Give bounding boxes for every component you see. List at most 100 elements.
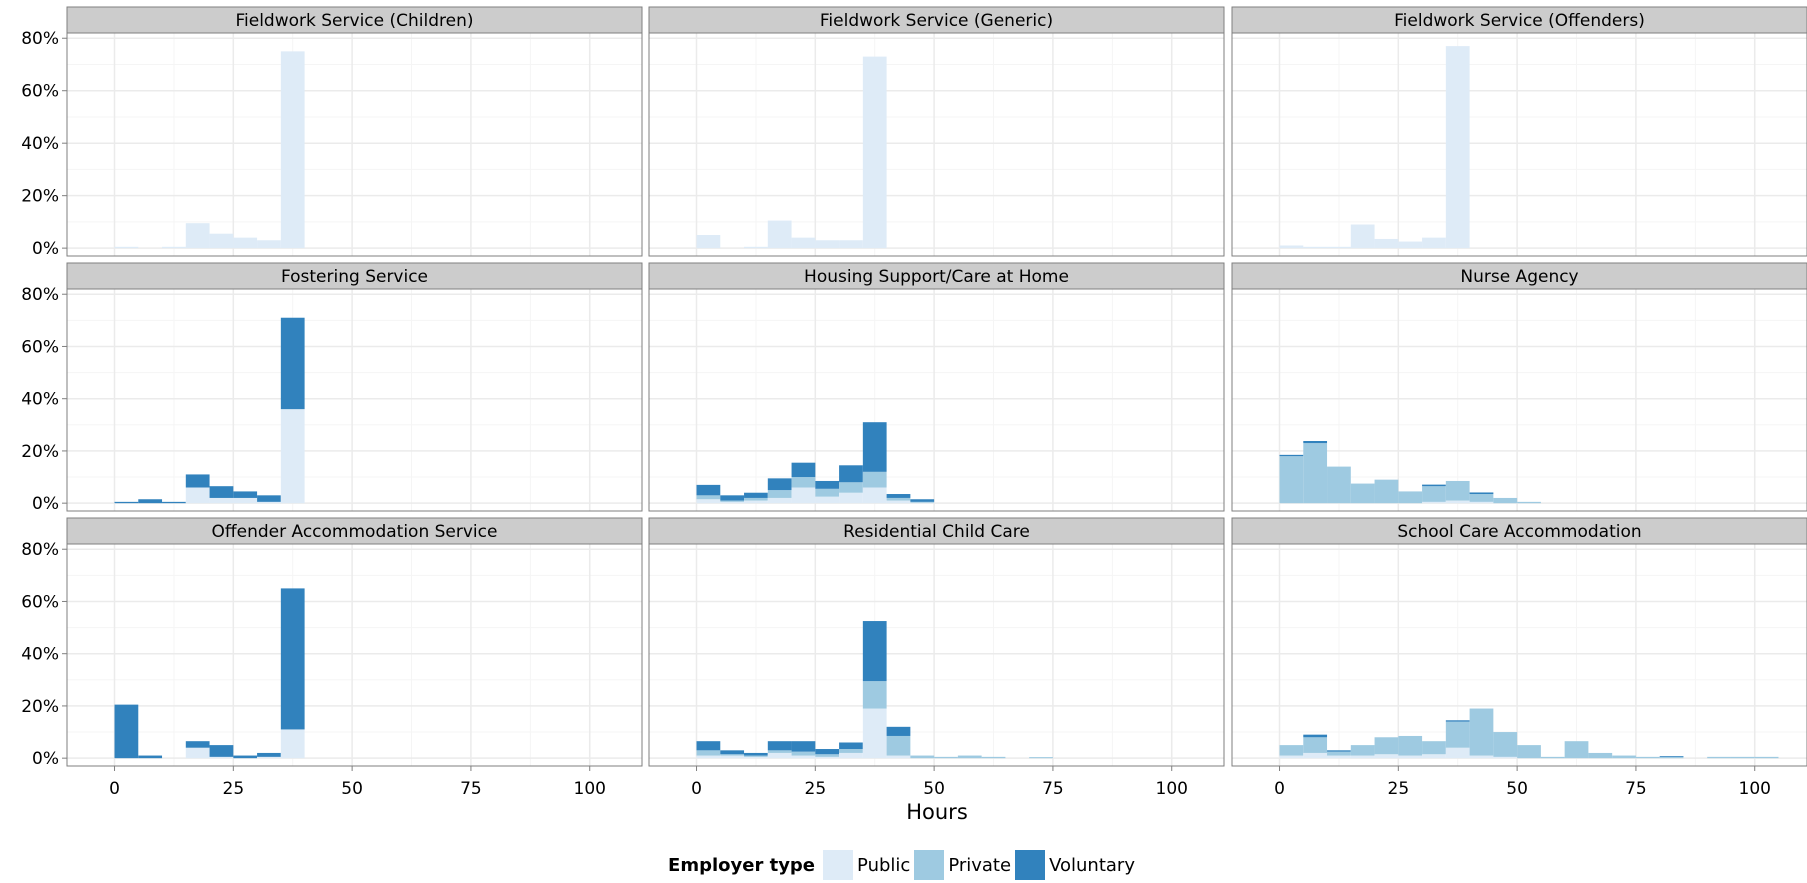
bar-public-residential-child-care-bin20 — [791, 755, 816, 759]
bar-private-nurse-agency-bin25 — [1398, 491, 1423, 504]
bar-voluntary-fostering-service-bin25 — [233, 491, 258, 498]
x-tick-label: 0 — [691, 779, 702, 799]
bar-public-housing-support-care-at-home-bin15 — [767, 497, 792, 504]
bar-public-school-care-accommodation-bin30 — [1422, 754, 1446, 759]
panel-border-school-care-accommodation — [1231, 543, 1807, 767]
x-tick-label: 0 — [1274, 779, 1285, 799]
legend-item-public: Public — [823, 850, 910, 880]
y-tick-label: 80% — [21, 29, 59, 49]
bar-public-school-care-accommodation-bin45 — [1493, 756, 1518, 759]
bar-voluntary-fostering-service-bin20 — [209, 486, 234, 498]
bar-voluntary-fostering-service-bin15 — [185, 474, 210, 488]
facet-title-fieldwork-service-children: Fieldwork Service (Children) — [235, 11, 473, 31]
bar-public-housing-support-care-at-home-bin5 — [720, 501, 745, 504]
panel-border-residential-child-care — [648, 543, 1225, 767]
bar-private-housing-support-care-at-home-bin35 — [862, 471, 887, 488]
bar-public-fieldwork-service-children-bin25 — [233, 237, 258, 249]
bar-voluntary-school-care-accommodation-bin10 — [1327, 750, 1351, 752]
legend-item-voluntary: Voluntary — [1015, 850, 1135, 880]
bar-public-fieldwork-service-offenders-bin20 — [1374, 238, 1399, 249]
facet-strip-fieldwork-service-children — [66, 6, 643, 34]
bar-public-housing-support-care-at-home-bin35 — [862, 487, 887, 504]
bar-public-residential-child-care-bin5 — [720, 755, 745, 759]
facet-title-fieldwork-service-generic: Fieldwork Service (Generic) — [820, 11, 1053, 31]
bar-voluntary-nurse-agency-bin0 — [1279, 454, 1304, 457]
bar-private-residential-child-care-bin45 — [910, 755, 935, 759]
bar-public-fostering-service-bin35 — [280, 409, 305, 504]
bar-public-housing-support-care-at-home-bin30 — [839, 492, 863, 504]
bar-voluntary-residential-child-care-bin20 — [791, 741, 816, 752]
bar-public-residential-child-care-bin30 — [839, 752, 863, 759]
bar-private-residential-child-care-bin25 — [815, 754, 840, 757]
bar-private-school-care-accommodation-bin0 — [1279, 745, 1304, 756]
bar-public-fostering-service-bin25 — [233, 497, 258, 504]
bar-voluntary-residential-child-care-bin35 — [862, 621, 887, 682]
bar-private-school-care-accommodation-bin20 — [1374, 737, 1399, 755]
facet-title-nurse-agency: Nurse Agency — [1460, 267, 1578, 287]
bar-private-housing-support-care-at-home-bin10 — [744, 497, 768, 501]
bar-private-school-care-accommodation-bin40 — [1469, 708, 1494, 756]
y-tick-label: 20% — [21, 187, 59, 207]
bar-voluntary-fostering-service-bin10 — [162, 501, 186, 504]
bar-private-school-care-accommodation-bin95 — [1730, 756, 1755, 759]
facet-strip-school-care-accommodation — [1231, 517, 1807, 545]
bar-public-school-care-accommodation-bin40 — [1469, 755, 1494, 759]
facet-title-fieldwork-service-offenders: Fieldwork Service (Offenders) — [1394, 11, 1645, 31]
bar-private-nurse-agency-bin10 — [1327, 466, 1351, 504]
x-tick-label: 25 — [805, 779, 827, 799]
facet-title-school-care-accommodation: School Care Accommodation — [1397, 522, 1641, 542]
bar-private-school-care-accommodation-bin100 — [1754, 756, 1779, 759]
bar-private-school-care-accommodation-bin30 — [1422, 741, 1446, 755]
bar-private-housing-support-care-at-home-bin5 — [720, 500, 745, 502]
bar-voluntary-housing-support-care-at-home-bin0 — [696, 484, 721, 496]
bar-public-nurse-agency-bin30 — [1422, 501, 1446, 504]
facet-strip-fieldwork-service-generic — [648, 6, 1225, 34]
y-tick-label: 0% — [32, 494, 59, 514]
bar-public-nurse-agency-bin40 — [1469, 501, 1494, 504]
bar-public-fieldwork-service-offenders-bin0 — [1279, 245, 1304, 249]
bar-voluntary-nurse-agency-bin30 — [1422, 484, 1446, 487]
bar-private-housing-support-care-at-home-bin0 — [696, 495, 721, 500]
bar-private-school-care-accommodation-bin55 — [1540, 756, 1565, 759]
y-tick-label: 60% — [21, 592, 59, 612]
bar-public-fieldwork-service-offenders-bin5 — [1303, 246, 1328, 249]
y-tick-label: 80% — [21, 285, 59, 305]
bar-public-housing-support-care-at-home-bin20 — [791, 487, 816, 504]
x-tick-label: 75 — [1625, 779, 1647, 799]
bar-private-housing-support-care-at-home-bin30 — [839, 482, 863, 493]
y-tick-label: 40% — [21, 390, 59, 410]
bar-public-fieldwork-service-generic-bin20 — [791, 237, 816, 249]
bar-public-offender-accommodation-service-bin35 — [280, 729, 305, 759]
bar-private-nurse-agency-bin30 — [1422, 486, 1446, 502]
bar-private-residential-child-care-bin20 — [791, 751, 816, 756]
bar-private-residential-child-care-bin40 — [886, 735, 911, 756]
bar-voluntary-offender-accommodation-service-bin5 — [138, 755, 163, 759]
faceted-histogram: Fieldwork Service (Children) 0% 20% 40% 60% 8… — [21, 6, 1807, 824]
bar-public-school-care-accommodation-bin35 — [1445, 747, 1470, 759]
bar-voluntary-housing-support-care-at-home-bin20 — [791, 462, 816, 478]
y-tick-label: 40% — [21, 134, 59, 154]
legend-swatch-private — [914, 850, 945, 880]
x-axis-title: Hours — [906, 800, 968, 824]
bar-public-school-care-accommodation-bin25 — [1398, 755, 1423, 759]
bar-private-school-care-accommodation-bin35 — [1445, 721, 1470, 748]
bar-private-school-care-accommodation-bin65 — [1588, 752, 1613, 759]
facet-title-offender-accommodation-service: Offender Accommodation Service — [212, 522, 498, 542]
bar-private-residential-child-care-bin10 — [744, 755, 768, 757]
bar-private-residential-child-care-bin15 — [767, 750, 792, 753]
bar-private-housing-support-care-at-home-bin25 — [815, 488, 840, 497]
bar-public-fieldwork-service-generic-bin35 — [862, 56, 887, 249]
bar-voluntary-fostering-service-bin30 — [257, 495, 281, 502]
bar-public-residential-child-care-bin25 — [815, 756, 840, 759]
bar-private-housing-support-care-at-home-bin40 — [886, 497, 911, 501]
bar-voluntary-offender-accommodation-service-bin35 — [280, 588, 305, 730]
bar-public-fostering-service-bin20 — [209, 497, 234, 504]
bar-private-nurse-agency-bin0 — [1279, 456, 1304, 504]
bar-voluntary-offender-accommodation-service-bin30 — [257, 752, 281, 757]
bar-voluntary-nurse-agency-bin5 — [1303, 441, 1328, 444]
bar-public-fieldwork-service-children-bin15 — [185, 223, 210, 249]
bar-voluntary-housing-support-care-at-home-bin5 — [720, 495, 745, 501]
panel-border-fostering-service — [66, 288, 643, 512]
y-tick-label: 20% — [21, 442, 59, 462]
bar-public-housing-support-care-at-home-bin0 — [696, 499, 721, 504]
